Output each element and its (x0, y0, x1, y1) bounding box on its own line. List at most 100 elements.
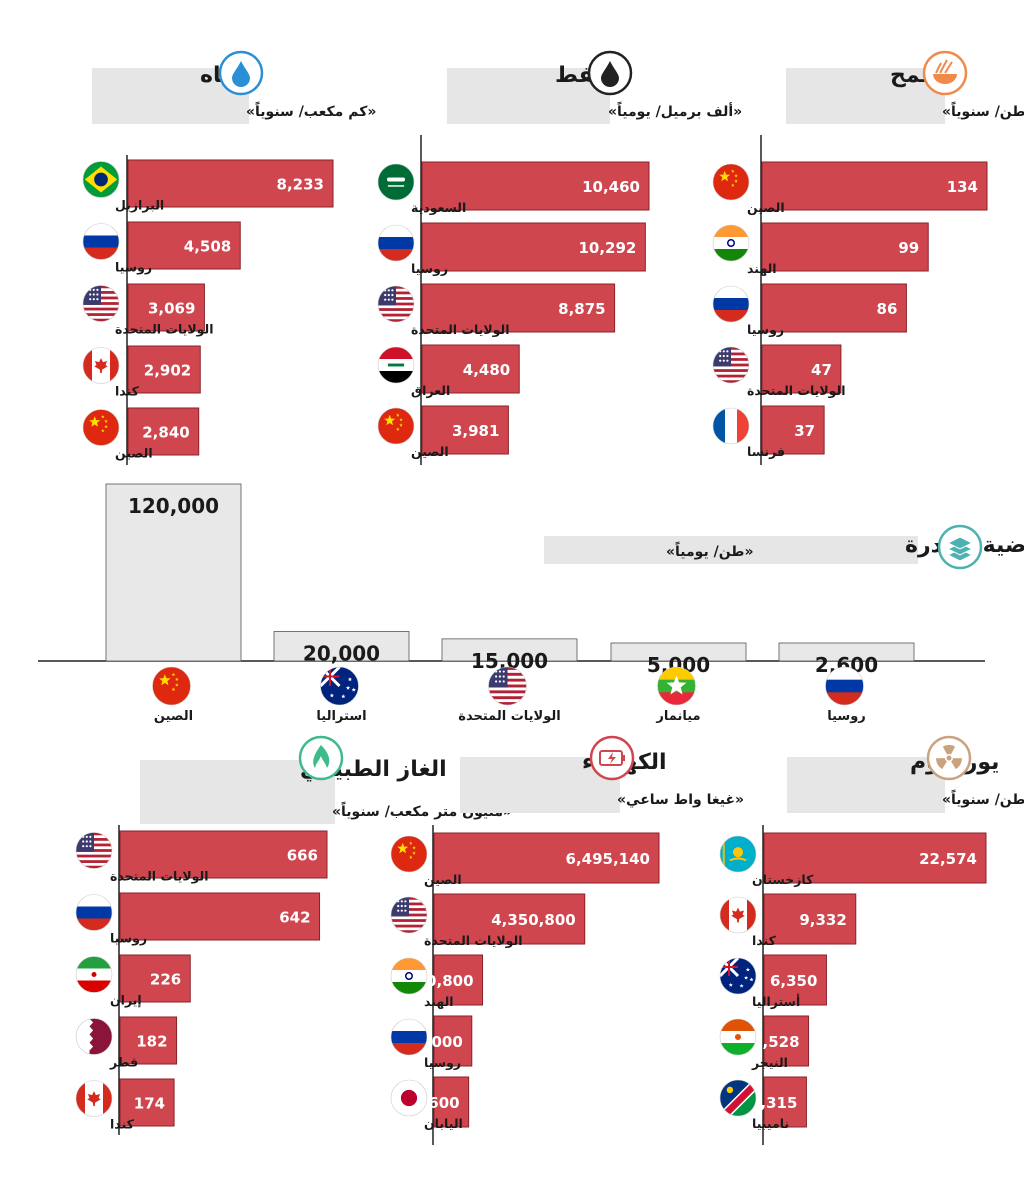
flag-usa-icon (390, 896, 428, 934)
flag-saudi-icon (377, 163, 415, 201)
panel-header: يورانيوم«طن/ سنوياً» (787, 735, 1024, 813)
flag-stripe (657, 667, 696, 681)
flag-brazil-icon (82, 161, 120, 198)
flag-stripe (713, 298, 749, 311)
bar (127, 345, 201, 394)
bar-item: 9,332 كندا (719, 893, 857, 948)
flag-myanmar-icon (657, 666, 696, 706)
flag-star (85, 840, 88, 843)
flag-russia-icon (712, 285, 750, 323)
flag-stripe (76, 980, 112, 993)
bar-item: 22,574 كازخستان (719, 832, 987, 887)
layer-shape (946, 536, 974, 550)
bar-item: 1,091,000روسيا (378, 1015, 473, 1070)
bar (127, 407, 200, 456)
flag-stripe (76, 865, 112, 869)
flag-star (92, 293, 95, 296)
panel-subtitle: «كم مكعب/ سنوياً» (246, 101, 376, 120)
flag-star (387, 298, 390, 301)
bar (119, 830, 328, 879)
flag-stripe (825, 667, 864, 681)
country-label: كندا (110, 1117, 135, 1132)
flag-stripe (713, 310, 749, 322)
flag-cross (320, 667, 340, 686)
flag-stripe (713, 286, 749, 299)
flag-stripe (713, 366, 749, 370)
flag-outline (82, 223, 120, 260)
flag-body (76, 956, 112, 993)
flag-stripe (713, 408, 726, 444)
flag-stripe (825, 692, 864, 705)
flag-star (351, 687, 356, 692)
country-label: السعودية (411, 200, 466, 215)
bar (119, 892, 321, 941)
flag-stripe (391, 916, 427, 920)
flag-star (495, 675, 498, 678)
flag-body (657, 667, 696, 705)
flag-star (412, 851, 416, 855)
flag-star (341, 694, 346, 699)
flag-canada-icon (75, 1080, 113, 1117)
bar-value-label: 8,233 (277, 176, 324, 194)
bar-value-label: 2,840 (142, 424, 189, 442)
panel-subtitle: «مليون طن/ سنوياً» (942, 101, 1024, 120)
flag-star (726, 359, 729, 362)
flag-body (713, 286, 749, 322)
country-label: كندا (752, 933, 777, 948)
flag-stripe (391, 958, 427, 971)
flag-stripe (713, 225, 749, 238)
flag-star (400, 904, 403, 908)
country-label: استراليا (316, 709, 366, 724)
flag-outline (320, 666, 359, 706)
flag-stripe (391, 924, 427, 928)
flag-star (89, 845, 92, 848)
bar-panel: 134 الصين 99 الهند 86 روسيا 47 الولايات المتحدة… (712, 135, 988, 465)
bar-item: 10,460 السعودية (377, 161, 650, 215)
flag-stripe (747, 897, 756, 933)
country-label: الولايات المتحدة (411, 322, 510, 337)
flag-body (713, 408, 749, 444)
panel-header: القمح«مليون طن/ سنوياً» (786, 50, 1024, 124)
flag-star (101, 428, 105, 433)
flag-star (731, 183, 735, 187)
flag-star (387, 289, 390, 292)
flag-star (85, 835, 88, 838)
flag-serration (76, 1018, 94, 1055)
bar-value-label: 20,000 (303, 642, 380, 666)
flag-star (404, 900, 407, 903)
flag-outline (75, 832, 113, 869)
flag-star (412, 845, 416, 850)
flag-body (713, 164, 749, 200)
flag-russia-icon (390, 1018, 428, 1056)
bar-item: 20,000 استراليا (273, 631, 410, 724)
bar-item: 642 روسيا (75, 892, 321, 946)
flag-body (378, 164, 414, 200)
flag-star (391, 298, 394, 301)
country-label: إيران (110, 993, 142, 1008)
bar-value-label: 4,508 (184, 238, 231, 256)
flag-stripe (83, 235, 119, 248)
flag-outline (488, 666, 527, 706)
flag-star (728, 982, 733, 987)
panel-header: النفط«ألف برميل/ يومياً» (447, 50, 742, 124)
flag-star (719, 354, 722, 358)
bar-value-label: 4,528 (752, 1033, 799, 1051)
bar-item: 37 فرنسا (712, 405, 825, 459)
flag-outline (390, 835, 428, 873)
flag-star (396, 427, 400, 431)
flag-japan-icon (390, 1079, 428, 1117)
flag-outline (82, 347, 120, 384)
flag-star (384, 298, 387, 301)
flag-usa-icon (377, 285, 415, 323)
bolt-shape (608, 752, 616, 764)
flag-outline (719, 1079, 757, 1117)
flag-star (397, 904, 400, 908)
flag-stripe (76, 918, 112, 931)
flag-body (378, 347, 414, 383)
flag-star (82, 840, 85, 843)
panel-header: الكهرباء«غيغا واط ساعي» (460, 735, 744, 813)
flag-stripe (83, 307, 119, 311)
flag-outline (152, 666, 191, 706)
bar (610, 642, 747, 662)
